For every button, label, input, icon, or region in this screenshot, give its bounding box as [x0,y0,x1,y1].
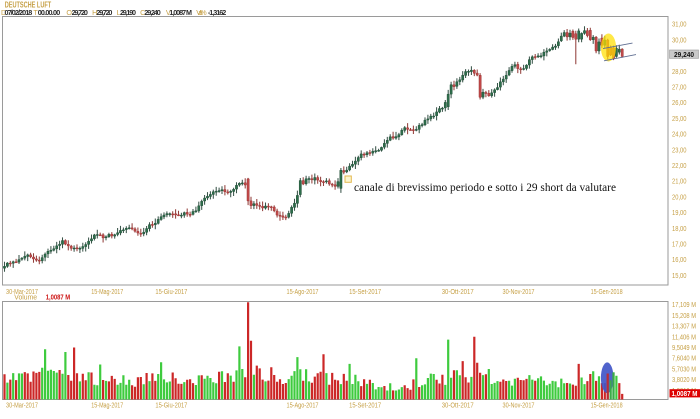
svg-text:1,0087 M: 1,0087 M [46,293,71,302]
svg-text:07/02/2018: 07/02/2018 [5,8,33,17]
svg-text:-1,3162: -1,3162 [208,8,226,17]
svg-text:29,720: 29,720 [72,8,88,17]
svg-text:11,406 M: 11,406 M [672,334,696,341]
svg-text:25,00: 25,00 [672,116,687,123]
svg-text:29,720: 29,720 [96,8,112,17]
svg-text:30-Ott-2017: 30-Ott-2017 [442,403,474,410]
svg-text:7,6040 M: 7,6040 M [672,356,696,363]
svg-text:29,240: 29,240 [144,8,160,17]
svg-text:3,8020 M: 3,8020 M [672,377,696,384]
svg-text:28,00: 28,00 [672,69,687,76]
svg-text:15-Set-2017: 15-Set-2017 [349,403,381,410]
svg-text:30,00: 30,00 [672,37,687,44]
svg-text:13,307 M: 13,307 M [672,324,696,331]
svg-text:20,00: 20,00 [672,194,687,201]
svg-text:17,109 M: 17,109 M [672,302,696,309]
svg-text:30-Mar-2017: 30-Mar-2017 [6,403,38,410]
svg-text:21,00: 21,00 [672,179,687,186]
svg-text:15-Gen-2018: 15-Gen-2018 [591,289,623,296]
svg-text:29,240: 29,240 [674,52,694,59]
svg-text:15-Gen-2018: 15-Gen-2018 [591,403,623,410]
svg-text:24,00: 24,00 [672,132,687,139]
svg-text:26,00: 26,00 [672,100,687,107]
svg-text:30-Nov-2017: 30-Nov-2017 [503,289,535,296]
svg-text:19,00: 19,00 [672,210,687,217]
svg-text:5,7030 M: 5,7030 M [672,367,696,374]
svg-text:15-Mag-2017: 15-Mag-2017 [91,403,123,410]
svg-text:1,0087 M: 1,0087 M [169,8,192,17]
svg-text:15,208 M: 15,208 M [672,313,696,320]
svg-text:30-Ott-2017: 30-Ott-2017 [442,289,474,296]
svg-text:15-Set-2017: 15-Set-2017 [349,289,381,296]
svg-text:23,00: 23,00 [672,147,687,154]
svg-text:Var%: Var% [196,8,207,17]
svg-text:15-Giu-2017: 15-Giu-2017 [155,403,187,410]
svg-text:16,00: 16,00 [672,257,687,264]
svg-text:17,00: 17,00 [672,242,687,249]
svg-text:9,5049 M: 9,5049 M [672,345,696,352]
svg-text:29,190: 29,190 [120,8,136,17]
svg-text:Volume: Volume [14,293,37,302]
svg-text:31,00: 31,00 [672,22,687,29]
svg-text:canale di brevissimo periodo e: canale di brevissimo periodo e sotto i 2… [354,180,616,194]
svg-text:22,00: 22,00 [672,163,687,170]
svg-text:27,00: 27,00 [672,85,687,92]
svg-text:15-Ago-2017: 15-Ago-2017 [287,289,319,296]
svg-text:1,0087 M: 1,0087 M [672,391,698,398]
svg-text:15-Ago-2017: 15-Ago-2017 [287,403,319,410]
svg-text:15-Giu-2017: 15-Giu-2017 [155,289,187,296]
svg-text:00.00.00: 00.00.00 [38,8,61,17]
svg-text:15-Mag-2017: 15-Mag-2017 [91,289,123,296]
svg-text:15,00: 15,00 [672,273,687,280]
svg-text:30-Nov-2017: 30-Nov-2017 [503,403,535,410]
svg-text:18,00: 18,00 [672,226,687,233]
